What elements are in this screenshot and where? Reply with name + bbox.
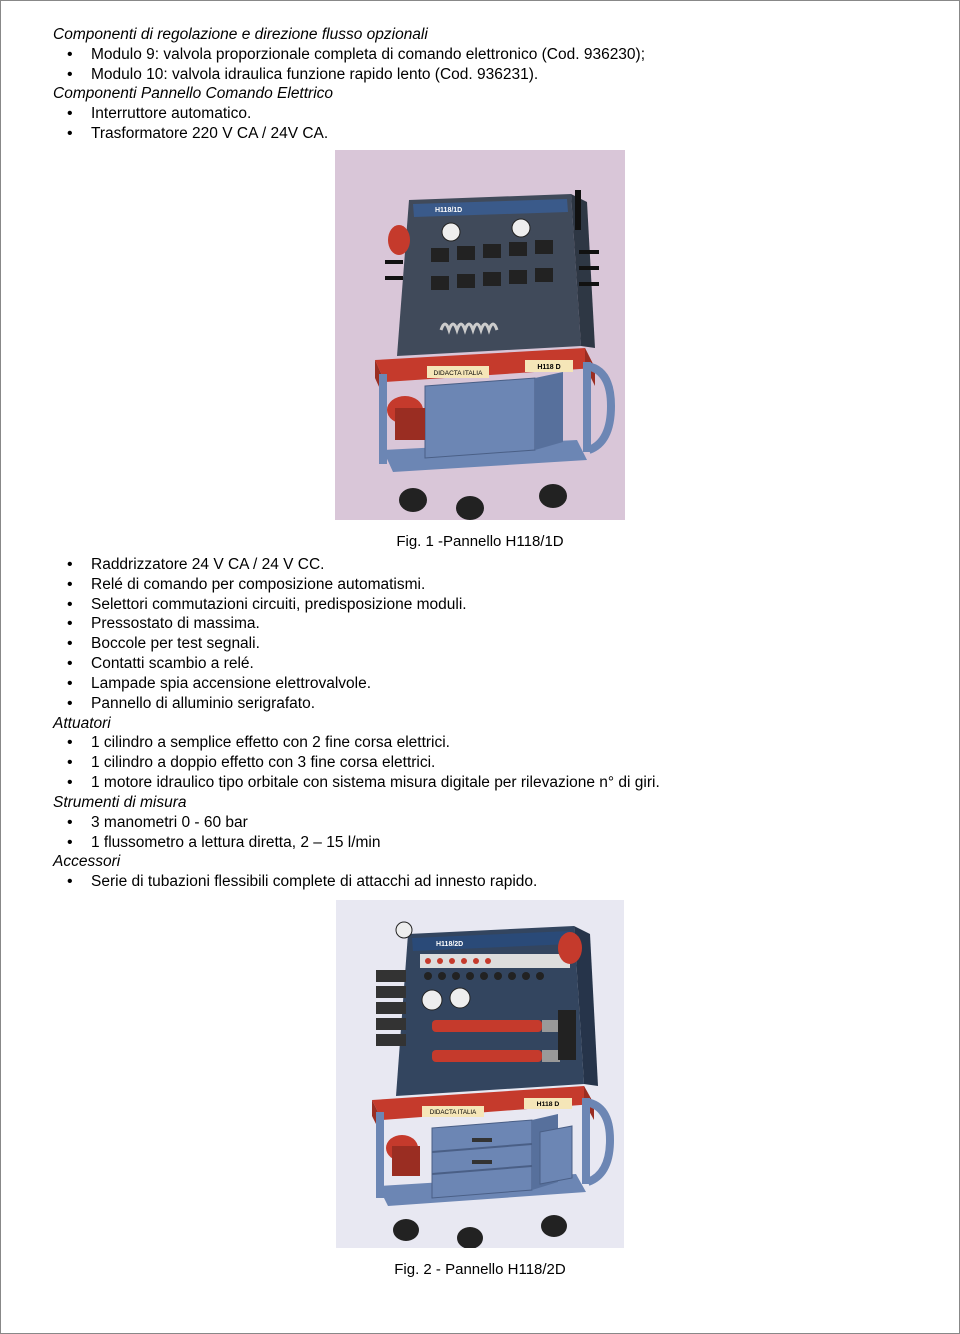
equipment-illustration-1: DIDACTA ITALIA H118 D H118/1D	[335, 150, 625, 520]
figure-2-caption: Fig. 2 - Pannello H118/2D	[53, 1260, 907, 1279]
figure-2-image: DIDACTA ITALIA H118 D H118/2D	[336, 900, 624, 1248]
list-regolazione: Modulo 9: valvola proporzionale completa…	[53, 45, 907, 85]
list-item: 1 flussometro a lettura diretta, 2 – 15 …	[53, 833, 907, 853]
list-item: 1 motore idraulico tipo orbitale con sis…	[53, 773, 907, 793]
list-item: Interruttore automatico.	[53, 104, 907, 124]
list-item: 3 manometri 0 - 60 bar	[53, 813, 907, 833]
list-item: Boccole per test segnali.	[53, 634, 907, 654]
svg-text:H118/1D: H118/1D	[435, 207, 462, 214]
list-item: Serie di tubazioni flessibili complete d…	[53, 872, 907, 892]
list-item: Pressostato di massima.	[53, 614, 907, 634]
list-item: Lampade spia accensione elettrovalvole.	[53, 674, 907, 694]
list-item: Selettori commutazioni circuiti, predisp…	[53, 595, 907, 615]
svg-text:H118 D: H118 D	[537, 364, 560, 371]
list-item: Raddrizzatore 24 V CA / 24 V CC.	[53, 555, 907, 575]
section-title-regolazione: Componenti di regolazione e direzione fl…	[53, 25, 907, 45]
figure-1-image: DIDACTA ITALIA H118 D H118/1D	[335, 150, 625, 520]
figure-1: DIDACTA ITALIA H118 D H118/1D	[53, 150, 907, 551]
list-comando-elettrico-bottom: Raddrizzatore 24 V CA / 24 V CC. Relé di…	[53, 555, 907, 714]
list-item: Trasformatore 220 V CA / 24V CA.	[53, 124, 907, 144]
list-item: Pannello di alluminio serigrafato.	[53, 694, 907, 714]
figure-2: DIDACTA ITALIA H118 D H118/2D	[53, 900, 907, 1279]
figure-1-caption: Fig. 1 -Pannello H118/1D	[53, 532, 907, 551]
list-attuatori: 1 cilindro a semplice effetto con 2 fine…	[53, 733, 907, 792]
svg-text:H118/2D: H118/2D	[436, 941, 463, 948]
svg-text:H118 D: H118 D	[537, 1101, 560, 1108]
list-comando-elettrico-top: Interruttore automatico. Trasformatore 2…	[53, 104, 907, 144]
list-item: 1 cilindro a semplice effetto con 2 fine…	[53, 733, 907, 753]
document-page: Componenti di regolazione e direzione fl…	[0, 0, 960, 1334]
list-item: Contatti scambio a relé.	[53, 654, 907, 674]
list-item: Modulo 9: valvola proporzionale completa…	[53, 45, 907, 65]
section-title-comando-elettrico: Componenti Pannello Comando Elettrico	[53, 84, 907, 104]
svg-text:DIDACTA ITALIA: DIDACTA ITALIA	[434, 370, 484, 377]
section-title-attuatori: Attuatori	[53, 714, 907, 734]
list-item: Relé di comando per composizione automat…	[53, 575, 907, 595]
svg-text:DIDACTA ITALIA: DIDACTA ITALIA	[430, 1109, 477, 1116]
section-title-accessori: Accessori	[53, 852, 907, 872]
section-title-strumenti: Strumenti di misura	[53, 793, 907, 813]
list-item: Modulo 10: valvola idraulica funzione ra…	[53, 65, 907, 85]
list-item: 1 cilindro a doppio effetto con 3 fine c…	[53, 753, 907, 773]
list-strumenti: 3 manometri 0 - 60 bar 1 flussometro a l…	[53, 813, 907, 853]
list-accessori: Serie di tubazioni flessibili complete d…	[53, 872, 907, 892]
equipment-illustration-2: DIDACTA ITALIA H118 D H118/2D	[336, 900, 624, 1248]
